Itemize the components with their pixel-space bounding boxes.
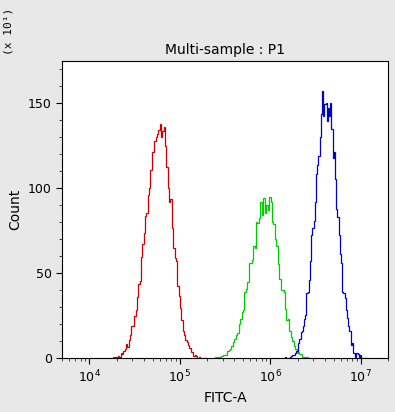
X-axis label: FITC-A: FITC-A (203, 391, 247, 405)
Text: (x 10¹): (x 10¹) (4, 7, 13, 54)
Title: Multi-sample : P1: Multi-sample : P1 (165, 42, 285, 56)
Y-axis label: Count: Count (8, 189, 22, 230)
